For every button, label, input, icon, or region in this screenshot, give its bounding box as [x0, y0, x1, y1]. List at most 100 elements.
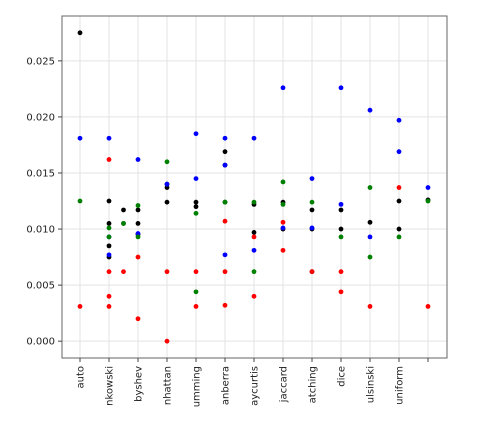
data-point	[396, 117, 402, 123]
data-point	[309, 207, 315, 213]
data-point	[164, 269, 170, 275]
data-point	[251, 135, 257, 141]
data-point	[367, 304, 373, 309]
data-point	[222, 162, 228, 168]
x-tick-label: umming	[192, 366, 203, 407]
data-point	[251, 269, 257, 275]
data-point	[193, 210, 199, 216]
data-point	[280, 179, 286, 185]
data-point	[106, 293, 112, 299]
data-point	[193, 269, 199, 275]
data-point	[425, 198, 431, 204]
data-point	[396, 185, 402, 190]
data-point	[106, 135, 112, 141]
data-point	[135, 254, 141, 260]
data-point	[222, 135, 228, 141]
data-point	[106, 252, 112, 258]
data-point	[338, 269, 344, 275]
data-point	[338, 234, 344, 240]
data-point	[309, 269, 315, 275]
y-axis: 0.000 0.005 0.010 0.015 0.020 0.025	[26, 56, 62, 348]
data-point	[338, 201, 344, 207]
data-point	[396, 234, 402, 240]
data-point	[367, 254, 373, 260]
data-point	[135, 231, 141, 236]
x-tick-label: uniform	[395, 366, 406, 405]
data-point	[367, 219, 373, 225]
data-point	[193, 131, 199, 137]
data-point	[77, 304, 83, 309]
data-point	[193, 199, 199, 205]
data-point	[106, 269, 112, 275]
data-point	[425, 185, 431, 190]
y-tick-label: 0.020	[26, 112, 55, 123]
x-tick-label: nkowski	[105, 366, 116, 406]
data-point	[135, 157, 141, 162]
data-point	[135, 316, 141, 322]
data-point	[106, 225, 112, 231]
data-point	[425, 304, 431, 309]
x-tick-label: dice	[337, 366, 348, 387]
data-point	[338, 226, 344, 232]
data-point	[222, 269, 228, 275]
data-points	[77, 30, 431, 344]
y-tick-label: 0.015	[26, 168, 55, 179]
data-point	[222, 218, 228, 224]
y-tick-label: 0.005	[26, 281, 55, 292]
data-point	[77, 30, 83, 36]
data-point	[338, 289, 344, 295]
data-point	[222, 149, 228, 155]
data-point	[106, 234, 112, 240]
data-point	[280, 225, 286, 231]
data-point	[164, 338, 170, 344]
data-point	[193, 176, 199, 181]
data-point	[280, 85, 286, 91]
data-point	[135, 234, 141, 240]
x-tick-label: atching	[308, 366, 319, 403]
data-point	[251, 230, 257, 235]
data-point	[251, 293, 257, 299]
data-point	[106, 304, 112, 309]
data-point	[164, 159, 170, 165]
data-point	[367, 107, 373, 113]
data-point	[367, 234, 373, 240]
data-point	[193, 289, 199, 295]
data-point	[396, 149, 402, 155]
data-point	[222, 302, 228, 308]
x-axis: auto nkowski byshev nhattan umming anberra ayc…	[76, 358, 429, 407]
data-point	[280, 219, 286, 225]
data-point	[77, 135, 83, 141]
x-tick-label: nhattan	[163, 366, 174, 405]
data-point	[121, 269, 126, 275]
data-point	[396, 226, 402, 232]
data-point	[222, 252, 228, 258]
grid	[62, 16, 447, 358]
data-point	[367, 185, 373, 190]
data-point	[121, 221, 126, 226]
data-point	[164, 199, 170, 205]
data-point	[135, 207, 141, 213]
x-tick-label: ulsinski	[366, 366, 377, 403]
data-point	[251, 199, 257, 205]
data-point	[251, 234, 257, 240]
y-tick-label: 0.025	[26, 56, 55, 67]
data-point	[396, 198, 402, 204]
data-point	[309, 176, 315, 181]
data-point	[135, 221, 141, 226]
data-point	[193, 204, 199, 210]
data-point	[280, 247, 286, 253]
data-point	[106, 198, 112, 204]
data-point	[106, 157, 112, 162]
data-point	[193, 304, 199, 309]
x-tick-label: byshev	[134, 366, 145, 402]
data-point	[121, 207, 126, 213]
data-point	[309, 225, 315, 231]
data-point	[106, 243, 112, 249]
data-point	[338, 85, 344, 91]
data-point	[135, 203, 141, 208]
x-tick-label: aycurtis	[250, 366, 261, 406]
data-point	[222, 199, 228, 205]
x-tick-label: jaccard	[279, 366, 290, 403]
data-point	[309, 199, 315, 205]
